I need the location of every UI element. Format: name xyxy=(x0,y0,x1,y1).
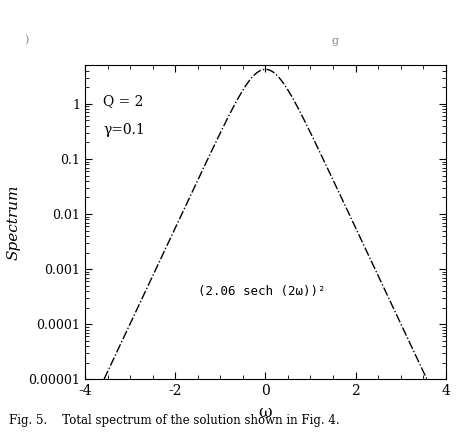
Text: Fig. 5.    Total spectrum of the solution shown in Fig. 4.: Fig. 5. Total spectrum of the solution s… xyxy=(9,414,340,427)
Text: (2.06 sech (2ω))²: (2.06 sech (2ω))² xyxy=(198,285,325,298)
X-axis label: ω: ω xyxy=(259,404,272,421)
Text: ): ) xyxy=(24,35,28,46)
Y-axis label: Spectrum: Spectrum xyxy=(6,184,20,260)
Text: g: g xyxy=(332,36,339,46)
Text: γ=0.1: γ=0.1 xyxy=(103,123,145,137)
Text: Q = 2: Q = 2 xyxy=(103,94,144,108)
